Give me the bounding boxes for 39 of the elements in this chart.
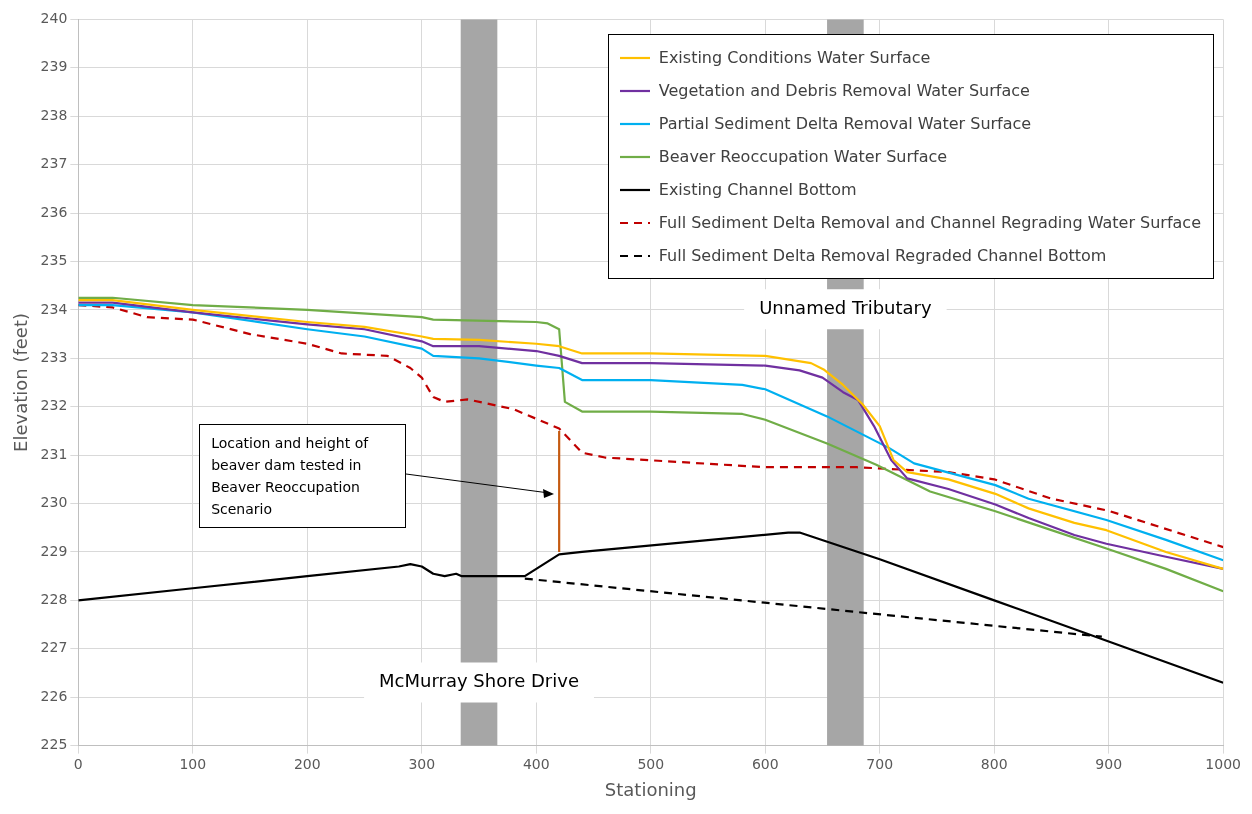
y-tick-label: 231 bbox=[40, 445, 68, 462]
x-tick-label: 600 bbox=[751, 755, 779, 772]
x-tick-label: 1000 bbox=[1205, 755, 1242, 772]
x-tick-label: 800 bbox=[980, 755, 1008, 772]
band-label: McMurray Shore Drive bbox=[379, 670, 579, 692]
x-tick-label: 300 bbox=[408, 755, 436, 772]
x-axis-title: Stationing bbox=[604, 778, 697, 800]
x-tick-label: 700 bbox=[866, 755, 894, 772]
y-tick-label: 230 bbox=[40, 494, 68, 511]
y-tick-label: 233 bbox=[40, 348, 68, 365]
y-tick-label: 227 bbox=[40, 639, 68, 656]
y-tick-label: 228 bbox=[40, 591, 68, 607]
x-tick-label: 0 bbox=[73, 755, 83, 772]
legend-label: Partial Sediment Delta Removal Water Surface bbox=[658, 114, 1032, 133]
x-tick-label: 900 bbox=[1095, 755, 1123, 772]
y-tick-label: 238 bbox=[40, 106, 68, 123]
legend-label: Vegetation and Debris Removal Water Surface bbox=[658, 81, 1030, 100]
annotation: Location and height of beaver dam tested in Beaver Reoccupation Scenario bbox=[211, 433, 370, 519]
x-tick-label: 100 bbox=[179, 755, 207, 772]
x-tick-label: 200 bbox=[293, 755, 321, 772]
y-tick-label: 225 bbox=[40, 736, 68, 753]
y-tick-label: 240 bbox=[40, 10, 68, 27]
legend-label: Full Sediment Delta Removal Regraded Channel Bottom bbox=[658, 246, 1107, 265]
x-tick-label: 400 bbox=[522, 755, 550, 772]
y-tick-label: 239 bbox=[40, 58, 68, 75]
y-tick-label: 229 bbox=[40, 542, 68, 559]
y-tick-label: 232 bbox=[40, 397, 68, 414]
x-tick-label: 500 bbox=[637, 755, 665, 772]
band-label: Unnamed Tributary bbox=[759, 296, 932, 318]
y-tick-label: 226 bbox=[40, 687, 68, 704]
y-tick-label: 236 bbox=[40, 203, 68, 220]
legend-label: Existing Channel Bottom bbox=[658, 180, 857, 199]
y-tick-label: 234 bbox=[40, 300, 68, 317]
legend-label: Beaver Reoccupation Water Surface bbox=[658, 147, 948, 166]
y-axis-title: Elevation (feet) bbox=[10, 313, 32, 452]
y-tick-label: 235 bbox=[40, 252, 68, 269]
legend-label: Full Sediment Delta Removal and Channel Regrading Water Surface bbox=[658, 213, 1201, 232]
y-tick-label: 237 bbox=[40, 155, 68, 172]
legend-label: Existing Conditions Water Surface bbox=[658, 48, 931, 67]
